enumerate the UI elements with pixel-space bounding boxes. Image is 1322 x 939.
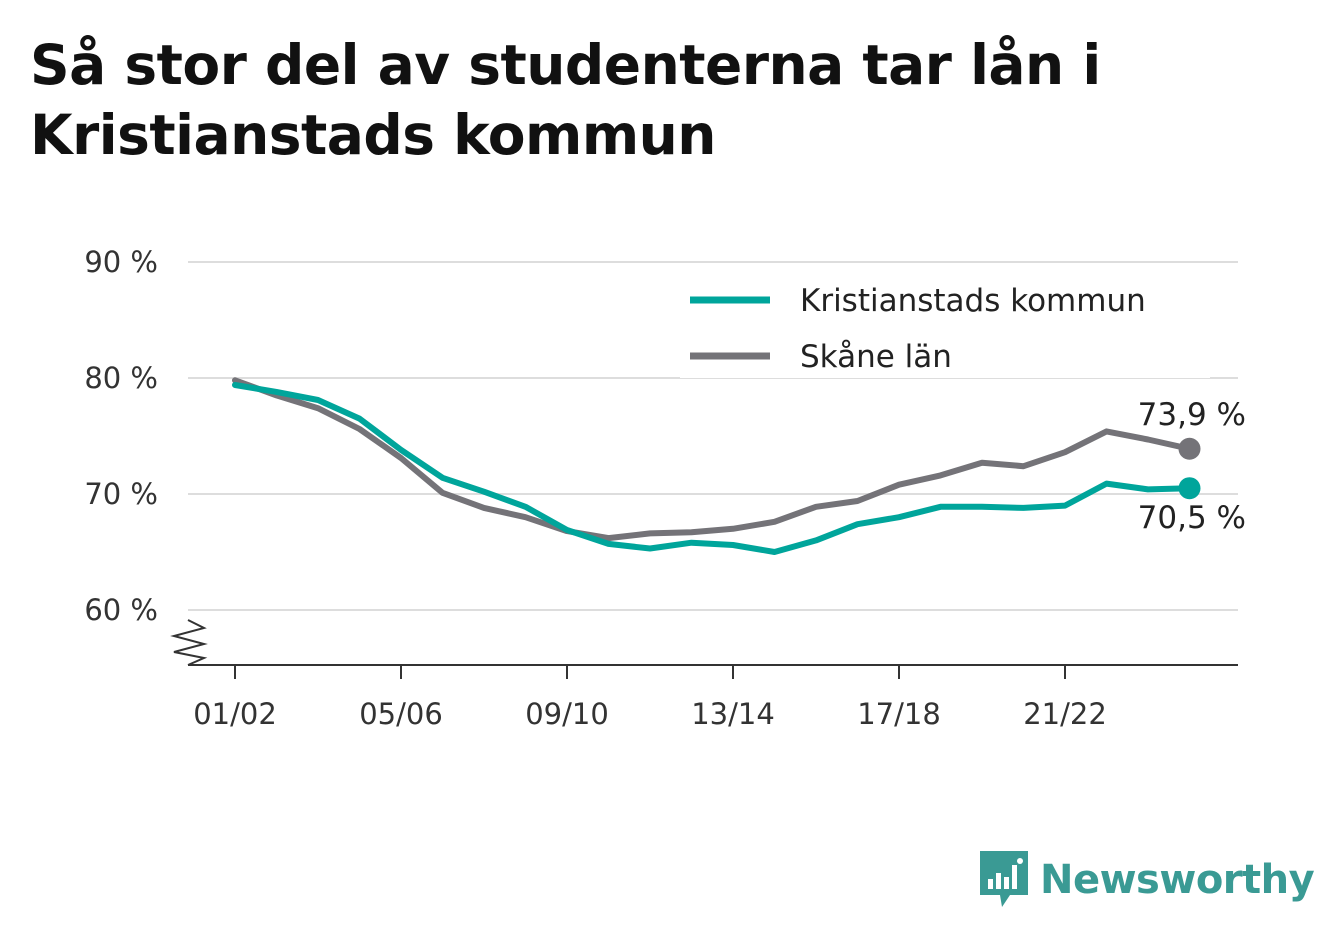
newsworthy-logo: Newsworthy [980, 850, 1315, 910]
end-value-label: 70,5 % [1138, 500, 1246, 536]
series-group [232, 377, 1201, 555]
series-line-skane [232, 377, 1193, 542]
series-line-kristianstad [232, 382, 1193, 555]
x-axis: 01/02 05/06 09/10 13/14 17/18 21/22 [188, 664, 1238, 731]
y-tick-label: 90 % [84, 245, 158, 279]
legend: Kristianstads kommun Skåne län [680, 272, 1210, 378]
x-tick-label: 05/06 [359, 697, 443, 731]
brand-name: Newsworthy [1040, 857, 1315, 903]
y-tick-label: 60 % [84, 593, 158, 627]
series-end-point [1178, 477, 1201, 500]
axis-break-icon [170, 619, 208, 666]
legend-background [680, 272, 1210, 378]
legend-label: Skåne län [800, 339, 952, 375]
x-tick-label: 13/14 [691, 697, 775, 731]
newsworthy-logo-icon [980, 851, 1028, 907]
x-tick-label: 17/18 [857, 697, 941, 731]
legend-label: Kristianstads kommun [800, 283, 1146, 319]
y-tick-label: 80 % [84, 361, 158, 395]
chart-title: Så stor del av studenterna tar lån i Kri… [30, 33, 1101, 167]
x-tick-label: 21/22 [1023, 697, 1107, 731]
x-tick-label: 09/10 [525, 697, 609, 731]
series-end-point [1178, 437, 1201, 460]
y-tick-label: 70 % [84, 477, 158, 511]
end-labels: 73,9 % 70,5 % [1138, 397, 1246, 536]
y-axis: 60 % 70 % 80 % 90 % [84, 245, 208, 666]
end-value-label: 73,9 % [1138, 397, 1246, 433]
x-tick-label: 01/02 [193, 697, 277, 731]
